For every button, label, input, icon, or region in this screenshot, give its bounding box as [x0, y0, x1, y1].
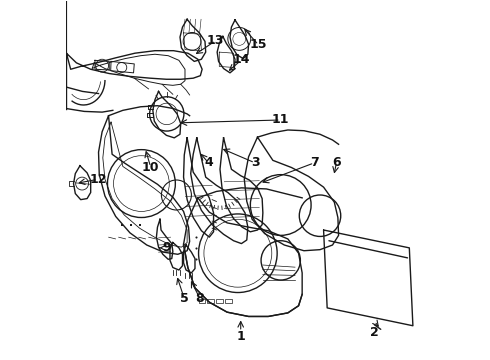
Bar [217, 299, 223, 303]
Text: 11: 11 [272, 113, 290, 126]
Text: 9: 9 [162, 241, 171, 255]
Text: 4: 4 [204, 156, 213, 169]
Text: 5: 5 [180, 292, 189, 305]
Text: 2: 2 [370, 327, 379, 339]
Bar [207, 299, 214, 303]
Text: 14: 14 [233, 54, 250, 67]
Text: 10: 10 [142, 161, 159, 174]
Bar [225, 299, 232, 303]
Text: 7: 7 [310, 156, 318, 169]
Text: 13: 13 [207, 34, 224, 47]
Text: 6: 6 [332, 156, 341, 169]
Bar [198, 299, 205, 303]
Text: 8: 8 [196, 292, 204, 305]
Text: 3: 3 [251, 156, 259, 169]
Text: 1: 1 [236, 330, 245, 343]
Text: 12: 12 [89, 173, 106, 186]
Text: 15: 15 [250, 39, 268, 51]
